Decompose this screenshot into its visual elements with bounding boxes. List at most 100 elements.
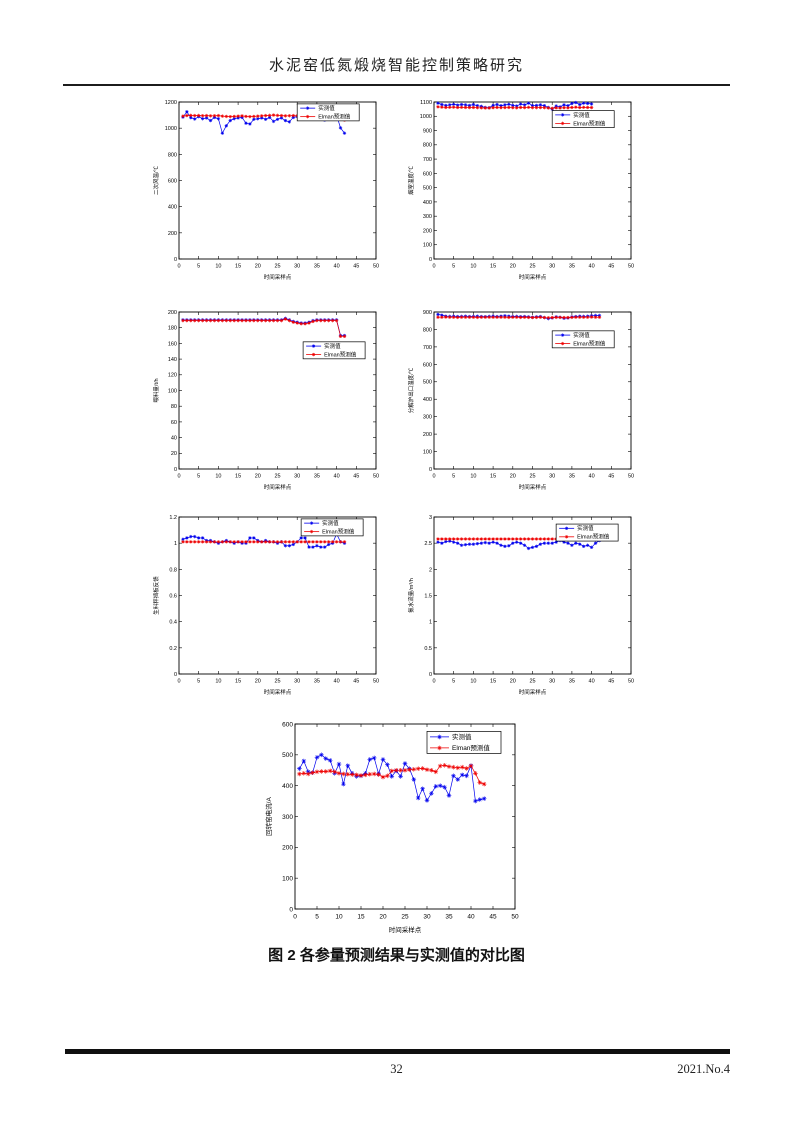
svg-text:25: 25 (529, 679, 535, 685)
svg-text:400: 400 (168, 205, 177, 211)
svg-text:600: 600 (282, 721, 293, 728)
svg-text:300: 300 (423, 214, 432, 220)
svg-text:0.2: 0.2 (169, 646, 177, 652)
svg-text:0: 0 (174, 672, 177, 678)
svg-text:5: 5 (197, 264, 200, 270)
chart-kiln-current: 0 5 10 15 20 25 30 35 40 45 50 0 100 200 300 400 500 600 时… (262, 715, 530, 940)
svg-text:900: 900 (423, 128, 432, 134)
svg-text:500: 500 (423, 380, 432, 386)
svg-text:40: 40 (589, 474, 595, 480)
chart-raw-meal-damper-feedback: 0 5 10 15 20 25 30 35 40 45 50 0 0.2 0.4 0.6 0.8 1 1.2 时间采… (150, 510, 385, 700)
svg-text:时间采样点: 时间采样点 (389, 925, 422, 934)
svg-text:10: 10 (470, 679, 476, 685)
svg-text:20: 20 (510, 264, 516, 270)
svg-text:300: 300 (423, 415, 432, 421)
svg-text:0.4: 0.4 (169, 620, 177, 626)
svg-text:800: 800 (423, 327, 432, 333)
svg-text:800: 800 (423, 143, 432, 149)
svg-text:时间采样点: 时间采样点 (519, 273, 547, 281)
svg-text:0: 0 (432, 679, 435, 685)
svg-text:40: 40 (589, 679, 595, 685)
svg-text:20: 20 (510, 679, 516, 685)
svg-text:30: 30 (294, 679, 300, 685)
svg-text:10: 10 (335, 914, 343, 921)
svg-text:2: 2 (429, 567, 432, 573)
chart-calciner-outlet-temperature: 0 5 10 15 20 25 30 35 40 45 50 0 100 200 300 400 500 600 7… (405, 305, 640, 495)
svg-text:15: 15 (235, 264, 241, 270)
svg-text:100: 100 (423, 243, 432, 249)
svg-text:0: 0 (289, 906, 293, 913)
svg-text:15: 15 (490, 264, 496, 270)
footer-page-number: 32 (390, 1062, 403, 1076)
svg-text:时间采样点: 时间采样点 (519, 483, 547, 491)
svg-text:600: 600 (423, 171, 432, 177)
svg-text:1100: 1100 (420, 100, 432, 106)
svg-text:Elman预测值: Elman预测值 (573, 340, 606, 348)
svg-text:50: 50 (628, 679, 634, 685)
figure-caption: 图 2 各参量预测结果与实测值的对比图 (268, 947, 525, 964)
chart-smoke-chamber-temperature: 0 5 10 15 20 25 30 35 40 45 50 0 100 200 300 400 500 600 7… (405, 95, 640, 285)
svg-text:400: 400 (423, 397, 432, 403)
svg-text:5: 5 (452, 264, 455, 270)
svg-text:回转窑电流/A: 回转窑电流/A (264, 797, 273, 836)
svg-text:0: 0 (177, 679, 180, 685)
svg-text:25: 25 (274, 679, 280, 685)
svg-text:分解炉出口温度/℃: 分解炉出口温度/℃ (407, 367, 415, 413)
footer-issue-label: 2021.No.4 (677, 1062, 730, 1076)
svg-text:50: 50 (373, 474, 379, 480)
svg-text:实测值: 实测值 (573, 331, 590, 339)
svg-text:25: 25 (274, 474, 280, 480)
svg-text:45: 45 (353, 679, 359, 685)
svg-text:实测值: 实测值 (322, 519, 339, 527)
svg-text:50: 50 (628, 264, 634, 270)
svg-text:800: 800 (168, 152, 177, 158)
svg-text:20: 20 (255, 679, 261, 685)
svg-text:1000: 1000 (165, 126, 177, 132)
svg-text:35: 35 (445, 914, 453, 921)
svg-text:时间采样点: 时间采样点 (519, 688, 547, 696)
svg-text:40: 40 (334, 679, 340, 685)
svg-text:30: 30 (294, 474, 300, 480)
svg-text:氨水流量/m³/h: 氨水流量/m³/h (407, 578, 415, 613)
svg-text:5: 5 (197, 474, 200, 480)
svg-text:20: 20 (379, 914, 387, 921)
svg-text:15: 15 (357, 914, 365, 921)
svg-text:100: 100 (282, 875, 293, 882)
svg-text:2.5: 2.5 (424, 541, 432, 547)
svg-text:140: 140 (168, 357, 177, 363)
svg-text:40: 40 (467, 914, 475, 921)
svg-text:50: 50 (511, 914, 519, 921)
svg-text:120: 120 (168, 373, 177, 379)
svg-text:15: 15 (235, 679, 241, 685)
svg-text:实测值: 实测值 (318, 104, 335, 112)
svg-text:烟室温度/℃: 烟室温度/℃ (407, 165, 415, 195)
svg-text:200: 200 (168, 310, 177, 316)
svg-text:生料秤挡板反馈: 生料秤挡板反馈 (152, 576, 160, 615)
svg-text:40: 40 (171, 436, 177, 442)
chart-feed-rate: 0 5 10 15 20 25 30 35 40 45 50 0 20 40 60 80 100 120 140 16… (150, 305, 385, 495)
svg-text:0: 0 (429, 467, 432, 473)
svg-text:3: 3 (429, 515, 432, 521)
svg-text:0: 0 (177, 474, 180, 480)
svg-text:100: 100 (168, 388, 177, 394)
svg-text:Elman预测值: Elman预测值 (573, 119, 606, 127)
svg-text:20: 20 (255, 264, 261, 270)
svg-text:700: 700 (423, 157, 432, 163)
svg-text:0.5: 0.5 (424, 646, 432, 652)
svg-text:0: 0 (174, 467, 177, 473)
svg-text:45: 45 (489, 914, 497, 921)
svg-text:900: 900 (423, 310, 432, 316)
svg-text:0.6: 0.6 (169, 593, 177, 599)
svg-text:40: 40 (334, 264, 340, 270)
header-rule (63, 84, 730, 86)
svg-text:200: 200 (423, 228, 432, 234)
svg-text:5: 5 (315, 914, 319, 921)
svg-text:Elman预测值: Elman预测值 (322, 528, 355, 536)
page-header-title: 水泥窑低氮煅烧智能控制策略研究 (268, 58, 524, 74)
svg-text:时间采样点: 时间采样点 (264, 688, 292, 696)
svg-text:Elman预测值: Elman预测值 (318, 113, 351, 121)
svg-text:Elman预测值: Elman预测值 (577, 533, 610, 541)
svg-text:1200: 1200 (165, 100, 177, 106)
svg-text:0: 0 (293, 914, 297, 921)
footer-rule (65, 1049, 730, 1054)
